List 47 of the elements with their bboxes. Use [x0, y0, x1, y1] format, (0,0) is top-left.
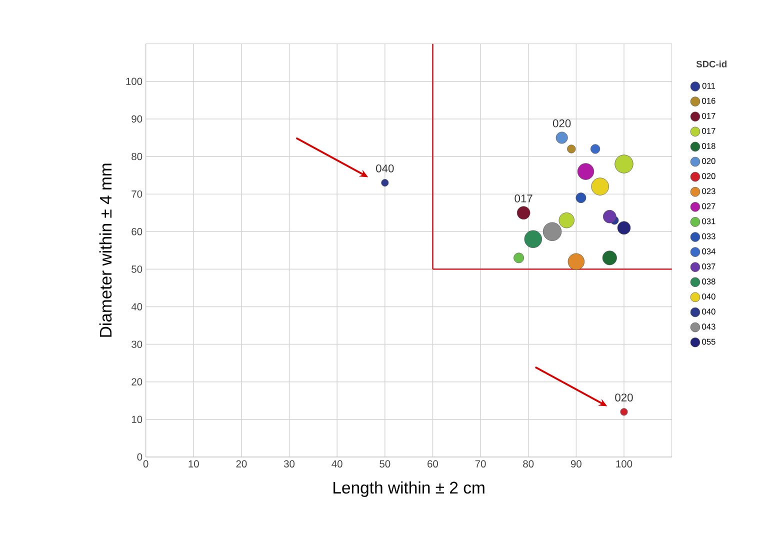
legend-label: 011 [702, 82, 715, 89]
y-tick-label: 40 [131, 303, 142, 310]
y-tick-label: 80 [132, 152, 142, 160]
legend-label: 016 [702, 98, 716, 104]
legend-label: 043 [702, 324, 716, 330]
y-tick-label: 20 [132, 378, 142, 386]
legend-label: 033 [702, 233, 716, 240]
y-tick-label: 10 [132, 416, 142, 424]
x-tick-label: 70 [475, 460, 486, 468]
x-tick-label: 100 [616, 460, 632, 468]
legend-label: 017 [702, 128, 716, 134]
legend-title: SDC-id [696, 60, 726, 68]
annotation: 020 [615, 394, 633, 402]
legend-label: 034 [702, 248, 716, 254]
legend-label: 055 [702, 338, 716, 345]
annotation: 040 [376, 164, 394, 172]
legend-label: 017 [702, 113, 716, 119]
y-axis-title: Diameter within ± 4 mm [99, 164, 112, 337]
y-tick-label: 0 [137, 453, 142, 461]
x-tick-label: 80 [523, 460, 534, 468]
y-tick-label: 60 [132, 228, 142, 236]
x-tick-label: 40 [332, 460, 342, 468]
x-tick-label: 0 [143, 460, 148, 468]
legend-label: 020 [702, 158, 716, 164]
legend-label: 037 [702, 264, 716, 270]
x-tick-label: 30 [284, 460, 295, 468]
annotation: 020 [552, 119, 571, 128]
legend-label: 038 [702, 278, 716, 285]
y-tick-label: 90 [132, 115, 142, 123]
y-tick-label: 70 [132, 190, 142, 198]
y-tick-label: 50 [132, 266, 142, 273]
y-tick-label: 30 [132, 340, 142, 348]
annotation: 017 [514, 194, 532, 202]
legend-label: 023 [702, 188, 716, 194]
x-tick-label: 20 [236, 460, 247, 468]
x-tick-label: 10 [188, 460, 199, 468]
legend-label: 027 [702, 203, 716, 210]
x-axis-title: Length within ± 2 cm [334, 481, 484, 497]
x-tick-label: 60 [428, 460, 438, 468]
legend-label: 040 [702, 308, 716, 315]
legend-label: 031 [702, 218, 716, 224]
legend-label: 040 [702, 294, 716, 300]
x-tick-label: 50 [380, 460, 390, 468]
x-tick-label: 90 [570, 460, 582, 468]
y-tick-label: 100 [126, 78, 142, 86]
legend-label: 018 [702, 143, 716, 150]
legend-label: 020 [702, 173, 716, 180]
